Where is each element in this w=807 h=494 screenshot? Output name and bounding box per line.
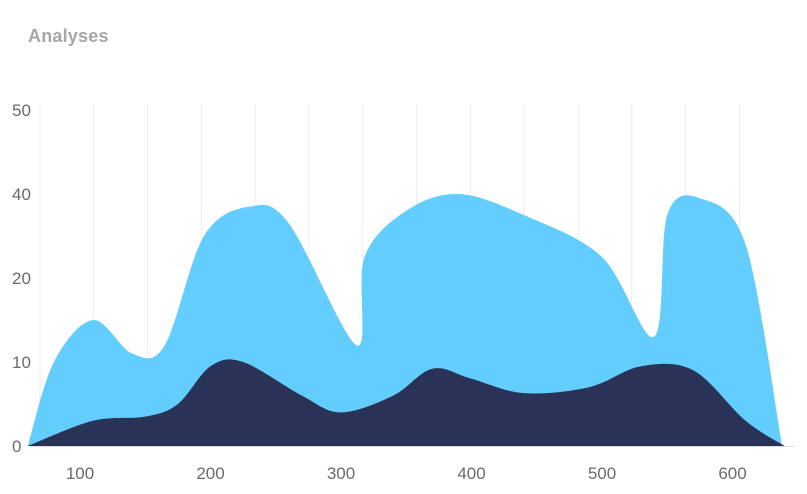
y-tick-label: 10 (12, 353, 31, 372)
chart-areas (27, 193, 785, 446)
chart-axes: 0 10 20 40 50 100 200 300 400 500 600 (12, 101, 795, 483)
x-tick-label: 300 (327, 464, 355, 483)
x-tick-label: 600 (718, 464, 746, 483)
y-tick-label: 50 (12, 101, 31, 120)
x-tick-label: 200 (196, 464, 224, 483)
area-series-2 (27, 359, 785, 446)
x-tick-label: 500 (588, 464, 616, 483)
chart-title: Analyses (28, 26, 109, 46)
x-tick-label: 400 (457, 464, 485, 483)
y-tick-label: 0 (12, 437, 21, 456)
x-tick-label: 100 (66, 464, 94, 483)
y-tick-label: 40 (12, 185, 31, 204)
y-tick-label: 20 (12, 269, 31, 288)
